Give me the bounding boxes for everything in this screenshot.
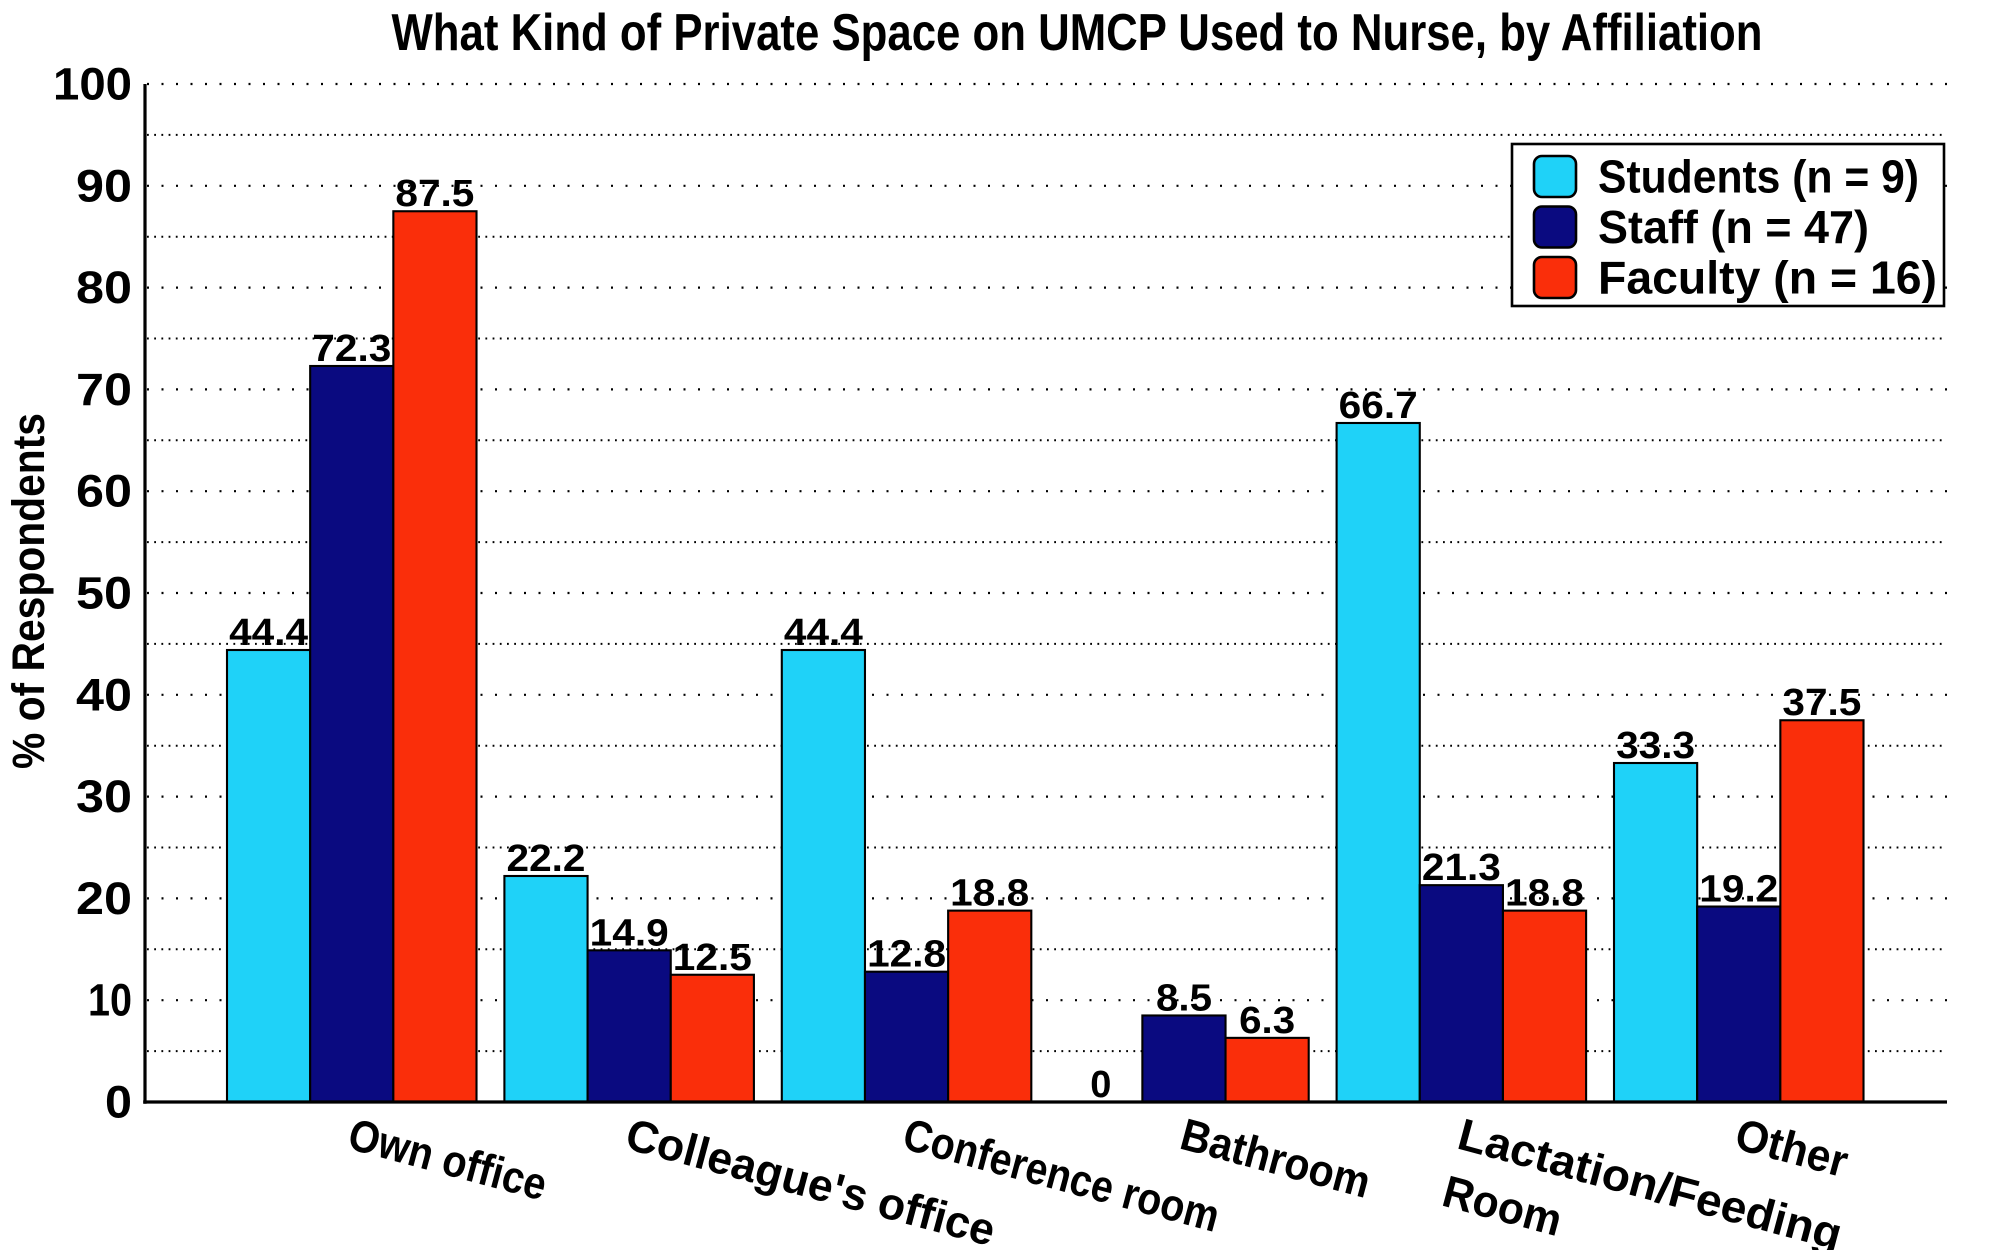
svg-text:72.3: 72.3: [312, 328, 391, 370]
svg-text:8.5: 8.5: [1156, 978, 1212, 1020]
svg-text:100: 100: [53, 59, 132, 110]
svg-text:12.8: 12.8: [867, 934, 946, 976]
svg-text:70: 70: [76, 364, 132, 415]
svg-text:14.9: 14.9: [590, 912, 669, 954]
svg-text:30: 30: [76, 771, 132, 822]
svg-text:10: 10: [88, 975, 132, 1026]
svg-text:20: 20: [76, 873, 132, 924]
svg-text:22.2: 22.2: [507, 838, 586, 880]
svg-text:60: 60: [76, 466, 132, 517]
svg-text:0: 0: [105, 1077, 132, 1128]
svg-text:90: 90: [76, 160, 132, 211]
svg-text:19.2: 19.2: [1699, 869, 1778, 911]
svg-text:Students (n = 9): Students (n = 9): [1598, 150, 1919, 202]
svg-text:44.4: 44.4: [784, 612, 863, 654]
svg-text:0: 0: [1090, 1064, 1111, 1106]
svg-text:33.3: 33.3: [1616, 725, 1695, 767]
svg-text:50: 50: [76, 568, 132, 619]
svg-text:37.5: 37.5: [1782, 682, 1861, 724]
svg-text:6.3: 6.3: [1239, 1000, 1295, 1042]
svg-text:What Kind of Private Space on: What Kind of Private Space on UMCP Used …: [392, 4, 1763, 62]
svg-text:12.5: 12.5: [673, 937, 752, 979]
svg-text:18.8: 18.8: [950, 873, 1029, 915]
svg-text:40: 40: [76, 669, 132, 720]
svg-text:Staff (n = 47): Staff (n = 47): [1598, 201, 1869, 253]
svg-text:87.5: 87.5: [395, 173, 474, 215]
svg-text:44.4: 44.4: [229, 612, 308, 654]
svg-text:21.3: 21.3: [1422, 847, 1501, 889]
svg-text:Faculty (n = 16): Faculty (n = 16): [1598, 251, 1937, 303]
svg-text:66.7: 66.7: [1339, 385, 1418, 427]
svg-text:% of Respondents: % of Respondents: [3, 413, 54, 769]
svg-text:80: 80: [76, 262, 132, 313]
svg-text:18.8: 18.8: [1505, 873, 1584, 915]
